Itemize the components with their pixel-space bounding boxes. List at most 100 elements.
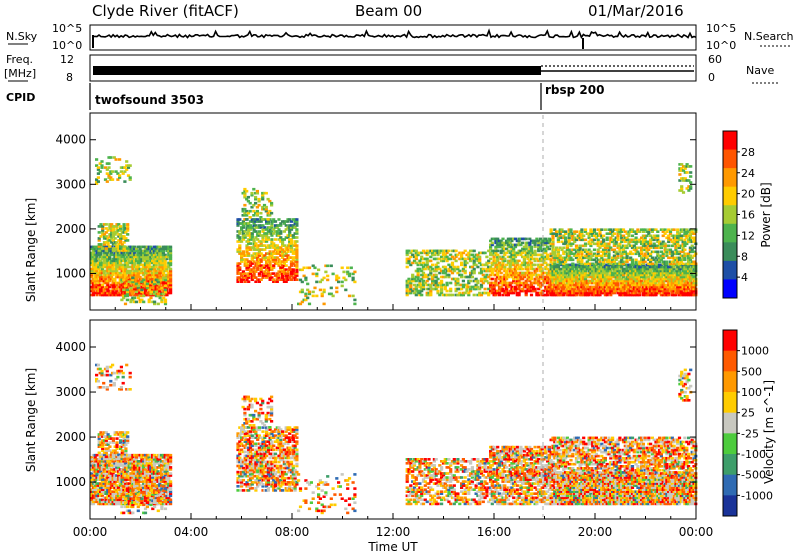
scatter-cell xyxy=(261,266,265,269)
scatter-cell xyxy=(521,273,525,277)
scatter-cell xyxy=(625,269,629,273)
scatter-cell xyxy=(647,242,651,246)
scatter-cell xyxy=(614,252,618,256)
scatter-cell xyxy=(553,289,557,293)
scatter-cell xyxy=(535,257,539,261)
scatter-cell xyxy=(645,279,649,283)
scatter-cell xyxy=(282,260,286,263)
scatter-cell xyxy=(683,252,687,256)
scatter-cell xyxy=(252,187,256,191)
scatter-cell xyxy=(282,250,286,253)
scatter-cell xyxy=(636,273,640,277)
scatter-cell xyxy=(434,275,438,279)
scatter-cell xyxy=(136,281,140,285)
scatter-cell xyxy=(517,249,521,253)
scatter-cell xyxy=(279,268,283,271)
scatter-cell xyxy=(565,293,569,297)
scatter-cell xyxy=(273,226,278,229)
scatter-cell xyxy=(90,275,94,279)
scatter-cell xyxy=(460,261,464,265)
scatter-cell xyxy=(335,276,339,280)
scatter-cell xyxy=(547,287,551,291)
scatter-cell xyxy=(295,218,299,221)
scatter-cell xyxy=(279,236,283,239)
scatter-cell xyxy=(506,281,510,285)
scatter-cell xyxy=(649,252,653,256)
scatter-cell xyxy=(542,257,546,261)
scatter-cell xyxy=(483,275,487,279)
scatter-cell xyxy=(131,296,135,300)
scatter-cell xyxy=(145,245,149,249)
scatter-cell xyxy=(677,281,682,285)
scatter-cell xyxy=(136,296,140,300)
scatter-cell xyxy=(119,235,123,238)
scatter-cell xyxy=(681,228,685,231)
scatter-cell xyxy=(245,214,249,217)
scatter-cell xyxy=(636,265,640,269)
scatter-cell xyxy=(256,248,260,251)
scatter-cell xyxy=(538,259,543,263)
scatter-cell xyxy=(353,302,357,306)
scatter-cell xyxy=(569,289,573,293)
scatter-cell xyxy=(304,292,308,296)
scatter-cell xyxy=(295,254,299,257)
scatter-cell xyxy=(124,267,128,271)
scatter-cell xyxy=(429,271,433,275)
scatter-cell xyxy=(122,245,126,248)
scatter-cell xyxy=(247,232,251,235)
scatter-cell xyxy=(478,259,482,263)
scatter-cell xyxy=(508,263,512,267)
scatter-cell xyxy=(616,232,620,235)
scatter-cell xyxy=(120,249,124,252)
scatter-cell xyxy=(245,254,249,257)
scatter-cell xyxy=(154,255,158,259)
scatter-cell xyxy=(630,262,635,266)
scatter-cell xyxy=(573,291,577,295)
scatter-cell xyxy=(236,250,240,253)
scatter-cell xyxy=(529,285,534,289)
scatter-cell xyxy=(537,245,541,249)
scatter-cell xyxy=(510,247,514,251)
scatter-cell xyxy=(558,258,562,262)
scatter-cell xyxy=(113,267,117,271)
scatter-cell xyxy=(656,273,660,277)
scatter-cell xyxy=(295,268,299,271)
scatter-cell xyxy=(470,285,474,289)
scatter-cell xyxy=(549,232,553,235)
scatter-cell xyxy=(594,283,598,287)
scatter-cell xyxy=(297,302,301,306)
scatter-cell xyxy=(643,287,647,291)
scatter-cell xyxy=(512,253,516,257)
scatter-cell xyxy=(685,228,689,231)
scatter-cell xyxy=(538,267,543,271)
scatter-cell xyxy=(295,230,299,233)
scatter-cell xyxy=(580,236,584,240)
scatter-cell xyxy=(547,239,551,243)
scatter-cell xyxy=(528,289,532,293)
scatter-cell xyxy=(667,265,671,269)
scatter-cell xyxy=(526,267,530,271)
scatter-cell xyxy=(592,228,597,231)
scatter-cell xyxy=(652,244,656,248)
scatter-cell xyxy=(254,201,258,205)
scatter-cell xyxy=(537,287,541,291)
scatter-cell xyxy=(679,291,683,295)
scatter-cell xyxy=(127,269,131,273)
scatter-cell xyxy=(654,228,658,231)
scatter-cell xyxy=(329,292,333,296)
scatter-cell xyxy=(611,291,615,295)
scatter-cell xyxy=(105,172,109,175)
scatter-cell xyxy=(654,250,658,254)
scatter-cell xyxy=(609,283,613,287)
scatter-cell xyxy=(677,234,682,238)
scatter-cell xyxy=(665,254,669,258)
scatter-cell xyxy=(683,289,687,293)
scatter-cell xyxy=(124,249,128,252)
scatter-cell xyxy=(240,258,244,261)
scatter-cell xyxy=(476,255,480,259)
scatter-cell xyxy=(558,228,562,231)
scatter-cell xyxy=(609,285,613,289)
scatter-cell xyxy=(275,246,279,249)
scatter-cell xyxy=(270,226,274,229)
scatter-cell xyxy=(156,267,160,271)
